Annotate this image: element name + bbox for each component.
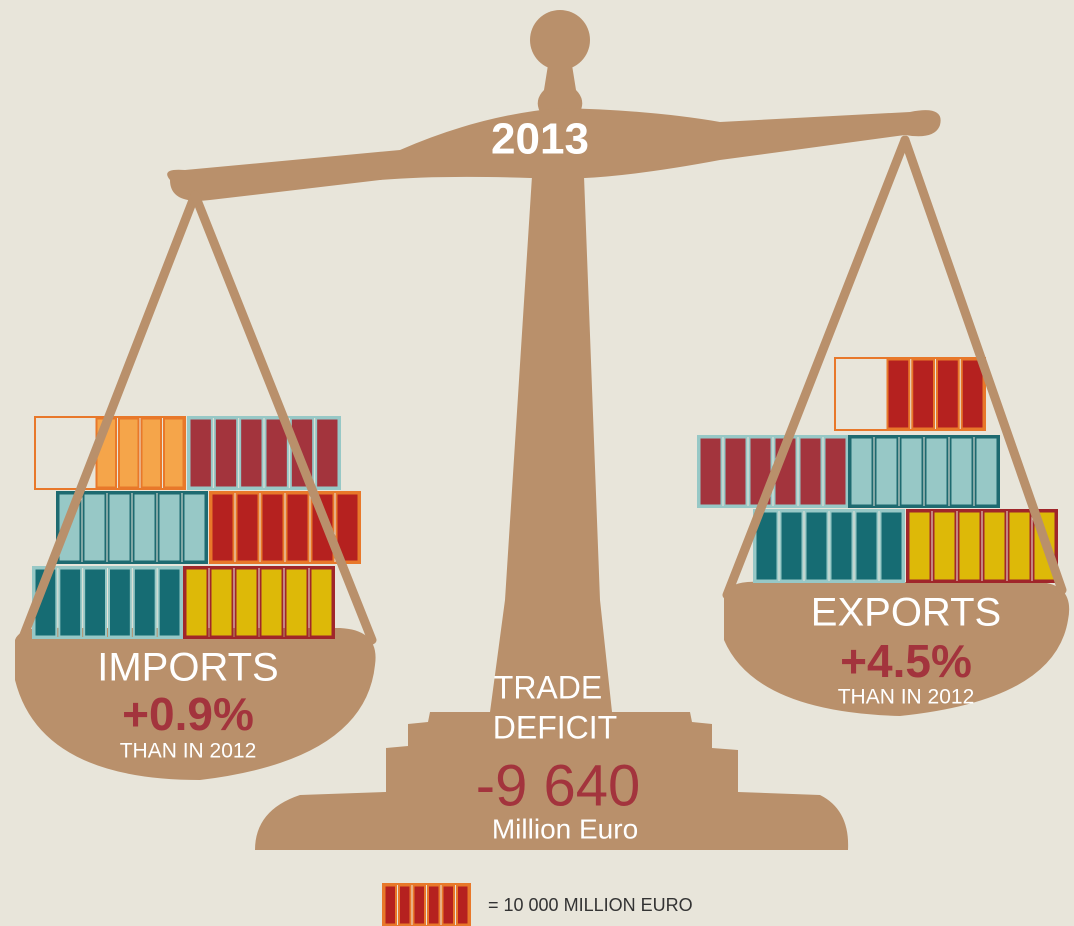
container-stripe xyxy=(1009,512,1031,581)
container-stripe xyxy=(959,512,981,581)
container-stripe xyxy=(186,569,208,637)
exports-change: +4.5% xyxy=(840,635,972,687)
container-stripe xyxy=(262,494,284,562)
container-stripe xyxy=(142,419,162,488)
container-stripe xyxy=(937,360,959,429)
container-stripe xyxy=(984,512,1006,581)
container-stripe xyxy=(237,494,259,562)
container-stripe xyxy=(134,569,156,637)
legend-label: = 10 000 MILLION EURO xyxy=(488,895,693,915)
container-stripe xyxy=(134,494,156,562)
container-stripe xyxy=(211,569,233,637)
imports-change: +0.9% xyxy=(122,688,254,740)
container-stripe xyxy=(700,438,722,506)
container-stripe xyxy=(261,569,283,637)
container-stripe xyxy=(428,886,440,925)
imports-note: THAN IN 2012 xyxy=(120,740,257,763)
container-stripe xyxy=(926,438,948,506)
container-stripe xyxy=(240,419,262,488)
title: 2013 xyxy=(491,115,589,164)
container-stripe xyxy=(59,569,81,637)
container-stripe xyxy=(236,569,258,637)
container-stripe xyxy=(159,569,181,637)
container-stripe xyxy=(215,419,237,488)
deficit-value: -9 640 xyxy=(476,753,640,818)
container-stripe xyxy=(962,360,984,429)
container-stripe xyxy=(443,886,455,925)
container-stripe xyxy=(84,569,106,637)
container-stripe xyxy=(457,886,469,925)
container-stripe xyxy=(851,438,873,506)
container-stripe xyxy=(825,438,847,506)
exports-note: THAN IN 2012 xyxy=(838,686,975,709)
container-stripe xyxy=(951,438,973,506)
container-stripe xyxy=(164,419,184,488)
container-stripe xyxy=(806,512,828,581)
container-stripe xyxy=(287,494,309,562)
container-stripe xyxy=(212,494,234,562)
container-stripe xyxy=(109,569,131,637)
container-stripe xyxy=(912,360,934,429)
container-stripe xyxy=(190,419,212,488)
deficit-label: DEFICIT xyxy=(493,709,617,745)
container-stripe xyxy=(831,512,853,581)
container-stripe xyxy=(414,886,426,925)
container-stripe xyxy=(888,360,910,429)
container-stripe xyxy=(159,494,181,562)
container-stripe xyxy=(109,494,131,562)
exports-label: EXPORTS xyxy=(811,591,1001,635)
container-stripe xyxy=(725,438,747,506)
infographic: 2013 IMPORTS +0.9% THAN IN 2012 TRADE DE… xyxy=(0,0,1074,926)
deficit-unit: Million Euro xyxy=(492,813,638,844)
container-stripe xyxy=(876,438,898,506)
container-stripe xyxy=(781,512,803,581)
container-stripe xyxy=(901,438,923,506)
container-stripe xyxy=(184,494,206,562)
container-stripe xyxy=(286,569,308,637)
container-stripe xyxy=(934,512,956,581)
container-stripe xyxy=(856,512,878,581)
container-stripe xyxy=(119,419,139,488)
imports-label: IMPORTS xyxy=(97,646,279,690)
container-stripe xyxy=(800,438,822,506)
container-stripe xyxy=(316,419,338,488)
container-stripe xyxy=(399,886,411,925)
container-stripe xyxy=(976,438,998,506)
deficit-label: TRADE xyxy=(494,669,602,705)
container-stripe xyxy=(84,494,106,562)
container-stripe xyxy=(311,569,333,637)
container-stripe xyxy=(881,512,903,581)
container-stripe xyxy=(385,886,397,925)
container-stripe xyxy=(909,512,931,581)
